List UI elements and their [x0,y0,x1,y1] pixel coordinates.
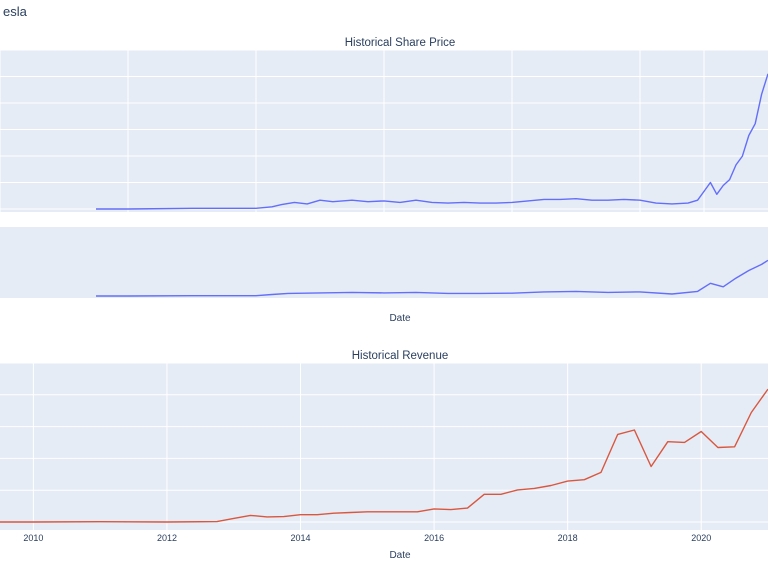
share-price-plot [0,49,768,212]
x-tick-label: 2018 [558,533,578,543]
x-tick-label: 2014 [291,533,311,543]
share-price-x-axis-label: Date [389,313,411,324]
revenue-subplot-title: Historical Revenue [352,350,449,362]
revenue-x-ticks: 2010 2012 2014 2016 2018 2020 [23,533,711,543]
x-tick-label: 2012 [157,533,177,543]
share-price-subplot-title: Historical Share Price [345,37,456,49]
range-slider-line [96,259,768,297]
revenue-x-axis-label: Date [389,550,411,561]
x-tick-label: 2016 [424,533,444,543]
revenue-plot [0,362,768,530]
revenue-line [0,388,768,523]
x-tick-label: 2010 [23,533,43,543]
range-slider-plot-area[interactable] [0,227,768,298]
revenue-plot-area [0,363,768,530]
share-price-line [96,73,768,210]
figure-title: esla [3,4,28,19]
x-tick-label: 2020 [691,533,711,543]
range-slider-plot[interactable] [96,259,768,297]
